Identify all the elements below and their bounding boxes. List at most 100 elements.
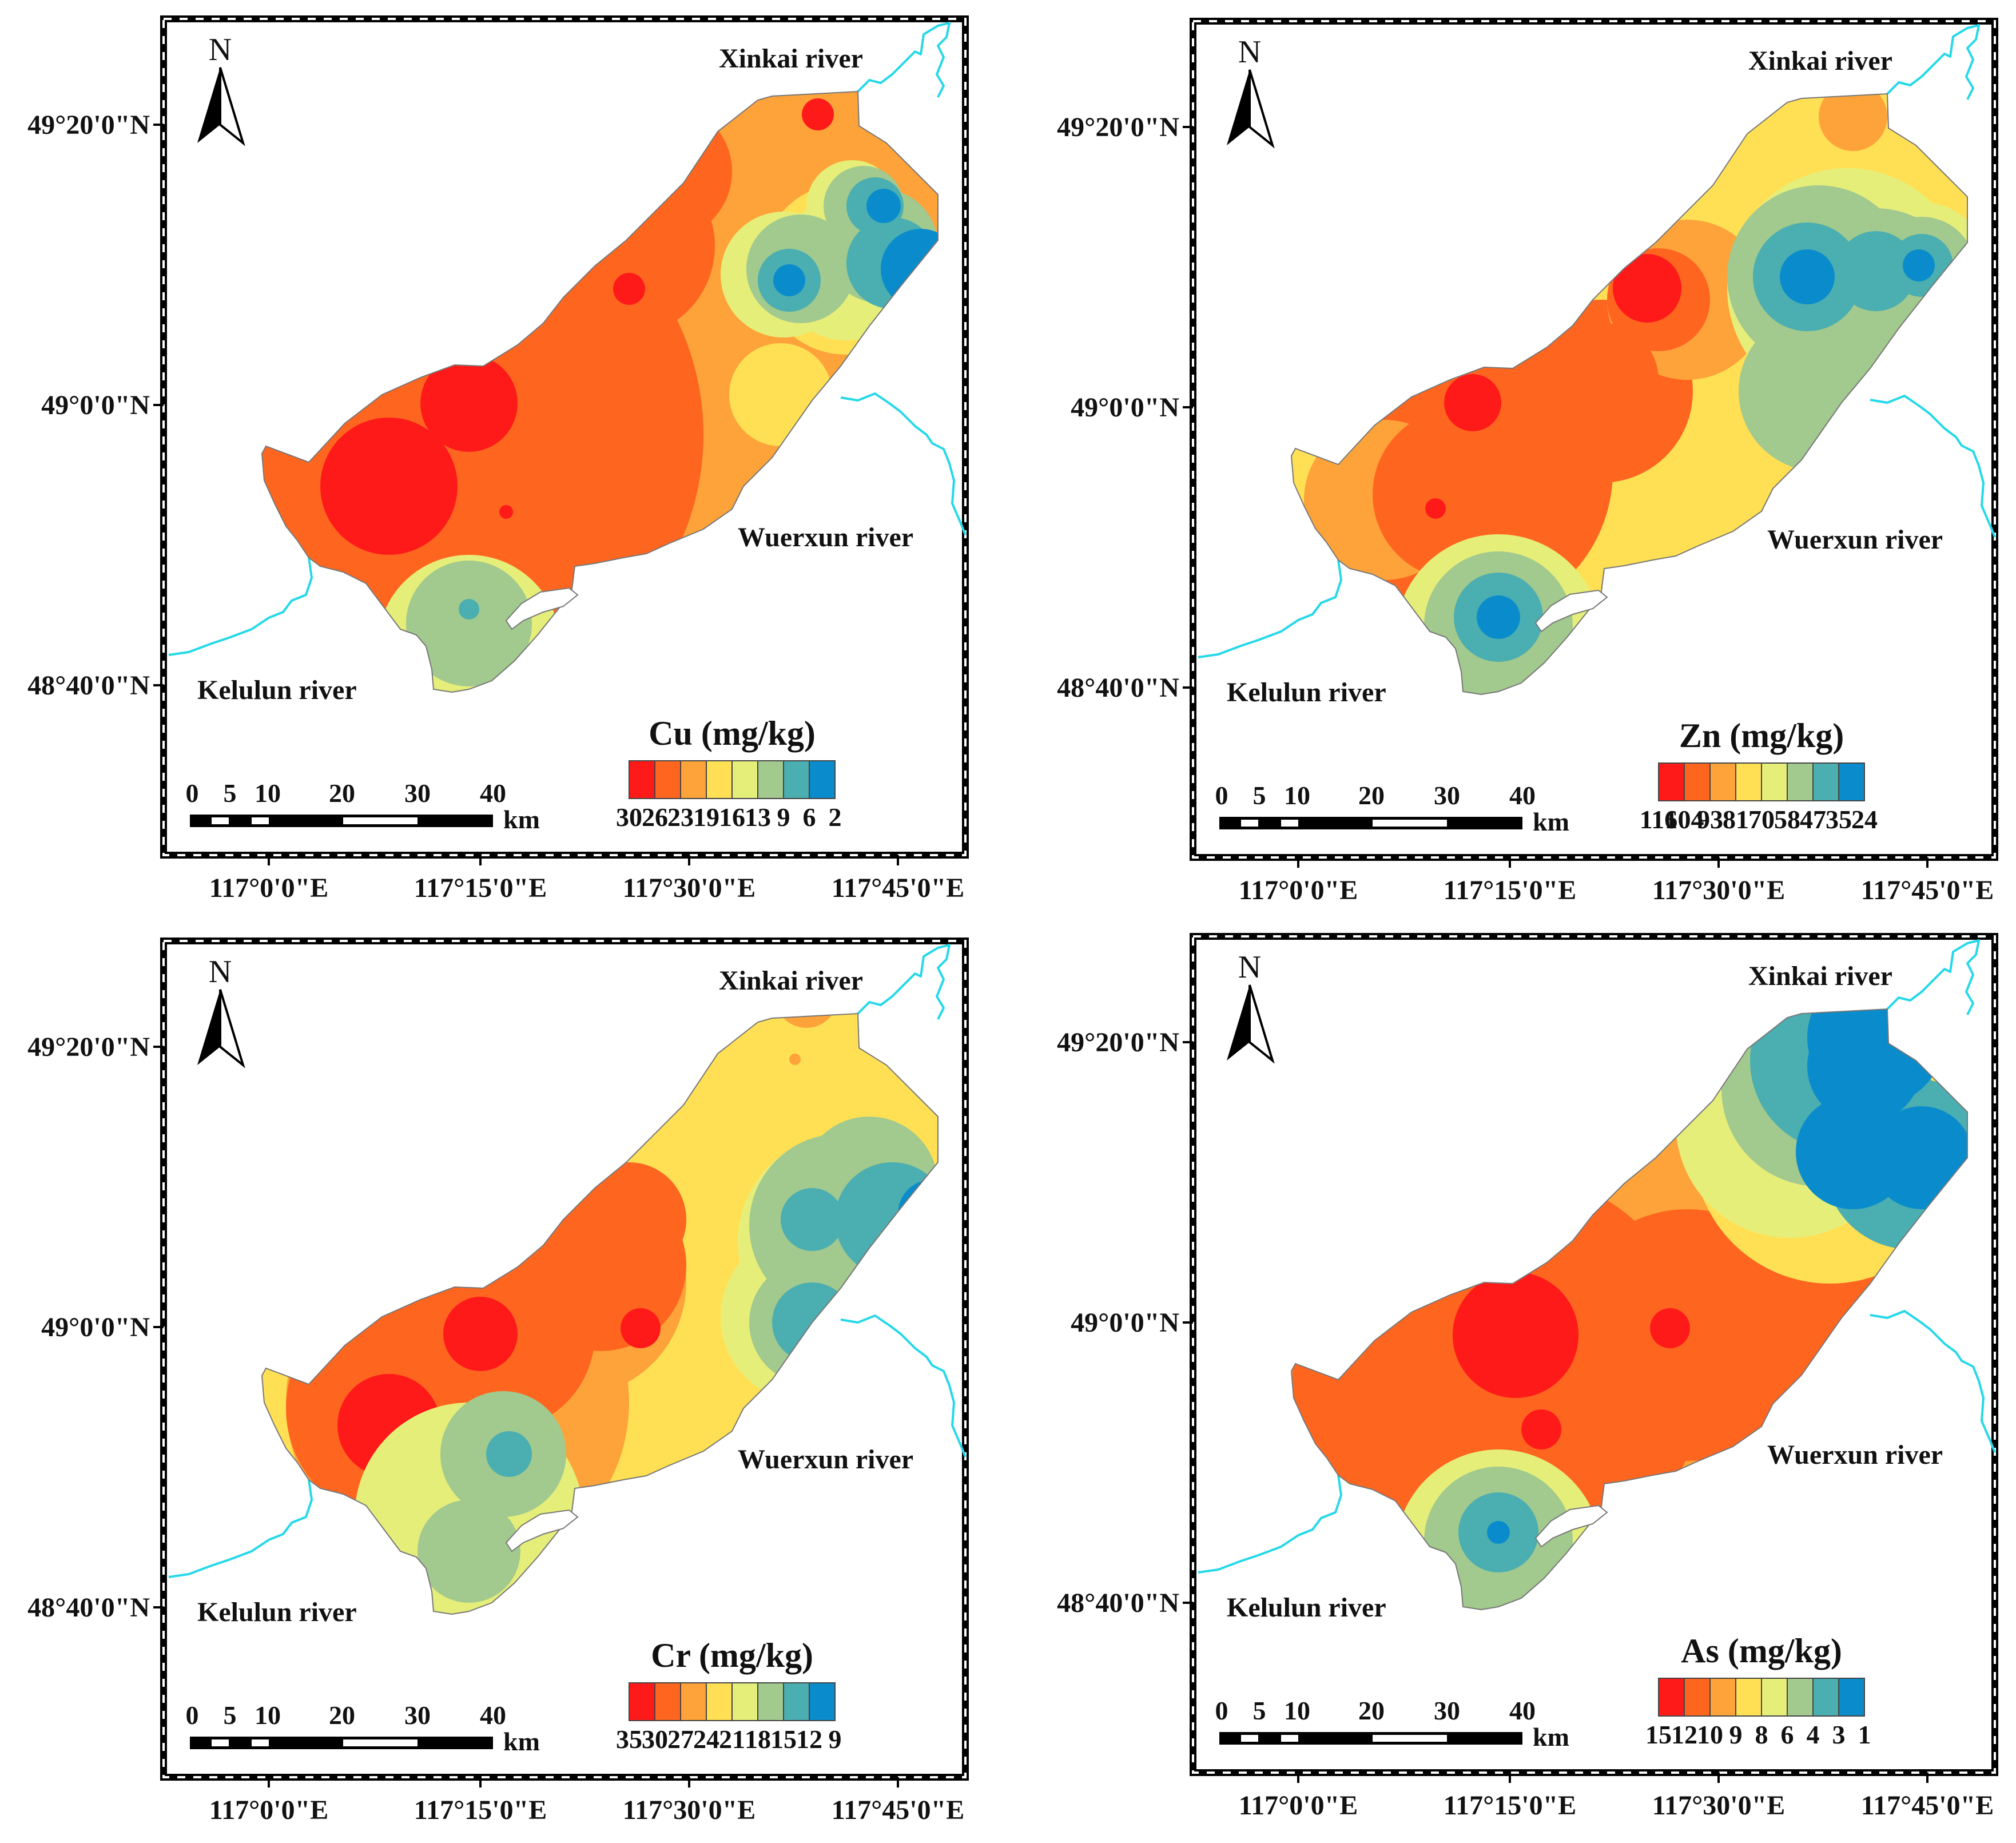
legend-swatch [1812, 762, 1839, 801]
legend-swatch [654, 760, 681, 799]
scale-tick: 40 [1509, 781, 1536, 810]
wuerxun-river-line [840, 1314, 967, 1457]
concentration-band [320, 418, 458, 555]
legend-break-label: 13 [745, 803, 771, 832]
scale-tick: 10 [255, 1701, 281, 1730]
wuerxun-river-line [1870, 1310, 1996, 1453]
concentration-band [866, 189, 901, 223]
xinkai-river-label: Xinkai river [1748, 961, 1892, 991]
map-svg: 49°20'0"N 49°0'0"N 48°40'0"N 117°0'0"E 1… [27, 15, 969, 903]
legend-break-label: 35 [616, 1725, 642, 1754]
xinkai-river-line [857, 944, 951, 1020]
legend-break-label: 2 [829, 803, 842, 832]
north-arrow-right-icon [219, 989, 245, 1069]
concentration-band [613, 273, 645, 305]
kelulun-river-label: Kelulun river [1227, 1592, 1386, 1623]
longitude-axis: 117°0'0"E 117°15'0"E 117°30'0"E 117°45'0… [209, 1777, 965, 1825]
legend-break-label: 26 [642, 803, 668, 832]
scale-tick: 0 [1215, 1696, 1228, 1725]
legend-swatch [731, 1682, 758, 1721]
scale-tick: 30 [404, 778, 431, 808]
north-arrow-left-icon [197, 67, 220, 143]
legend: Cu (mg/kg) 30 26 23 19 16 13 9 6 2 [616, 714, 842, 832]
concentration-band [486, 1431, 532, 1477]
lake-notch [1534, 1504, 1608, 1548]
lake-notch [505, 587, 579, 630]
lon-label: 117°15'0"E [1444, 875, 1577, 905]
legend-swatch [706, 1682, 733, 1721]
legend-break-label: 6 [1781, 1720, 1794, 1749]
lon-label: 117°30'0"E [623, 1795, 756, 1825]
concentration-band [1453, 1272, 1578, 1398]
river-lines [1198, 24, 1996, 658]
north-arrow-right-icon [219, 67, 245, 146]
concentration-band [1544, 323, 1659, 437]
legend-break-label: 4 [1807, 1720, 1820, 1749]
study-area-outline [1290, 93, 1968, 696]
concentration-band [406, 561, 532, 686]
wuerxun-river-line [840, 392, 967, 535]
lon-label: 117°30'0"E [1652, 875, 1786, 905]
concentration-band [443, 1297, 518, 1371]
map-frame-pattern [1192, 20, 1996, 859]
legend-break-label: 104 [1665, 805, 1704, 834]
lon-label: 117°45'0"E [832, 1795, 965, 1825]
river-lines [168, 944, 967, 1578]
xinkai-river-label: Xinkai river [719, 966, 863, 996]
lon-label: 117°45'0"E [832, 873, 965, 903]
lon-label: 117°0'0"E [209, 1795, 329, 1825]
lon-label: 117°0'0"E [209, 873, 329, 903]
lon-label: 117°30'0"E [1652, 1790, 1786, 1821]
legend-title: Cr (mg/kg) [651, 1637, 813, 1674]
lat-label: 48°40'0"N [1057, 1588, 1179, 1618]
scale-unit: km [503, 1727, 540, 1756]
legend-swatch [1787, 762, 1814, 801]
legend-swatch [757, 760, 784, 799]
legend-swatch [1812, 1678, 1839, 1717]
north-label: N [1238, 34, 1261, 70]
lon-label: 117°30'0"E [623, 873, 756, 903]
lat-label: 49°20'0"N [1057, 1027, 1179, 1058]
concentration-band [1903, 249, 1935, 281]
legend-title: Cu (mg/kg) [649, 714, 816, 752]
map-svg: 49°20'0"N 49°0'0"N 48°40'0"N 117°0'0"E 1… [27, 938, 969, 1825]
legend-swatch [1709, 1678, 1736, 1717]
study-area-outline [1290, 1008, 1968, 1611]
legend-swatch [706, 760, 733, 799]
north-arrow-left-icon [1227, 985, 1250, 1060]
lat-label: 48°40'0"N [1057, 673, 1179, 703]
legend-break-label: 9 [1729, 1720, 1743, 1749]
legend-break-label: 10 [1697, 1720, 1723, 1749]
scale-tick: 20 [329, 1701, 355, 1730]
scale-bar: 0 5 10 20 30 40 km [1215, 781, 1569, 836]
scale-tick: 20 [329, 778, 355, 808]
scale-bar: 0 5 10 20 30 40 km [186, 1701, 540, 1756]
legend-break-label: 30 [642, 1725, 668, 1754]
north-arrow-left-icon [1227, 70, 1250, 145]
scale-tick: 5 [1253, 781, 1266, 810]
concentration-band [789, 1054, 801, 1065]
scale-tick: 40 [480, 778, 506, 808]
scale-tick: 0 [186, 1701, 199, 1730]
wuerxun-river-label: Wuerxun river [738, 522, 913, 553]
concentration-band [1425, 498, 1446, 519]
legend-swatch [1709, 762, 1736, 801]
legend-swatch [1787, 1678, 1814, 1717]
xinkai-river-line [857, 22, 951, 98]
map-panel-3: 49°20'0"N 49°0'0"N 48°40'0"N 117°0'0"E 1… [0, 922, 1007, 1843]
north-arrow-right-icon [1248, 984, 1275, 1064]
lon-label: 117°0'0"E [1239, 1790, 1358, 1821]
concentration-band [1613, 254, 1681, 323]
lat-label: 49°0'0"N [1071, 392, 1179, 423]
legend-break-label: 16 [719, 803, 745, 832]
longitude-axis: 117°0'0"E 117°15'0"E 117°30'0"E 117°45'0… [209, 855, 965, 903]
kelulun-river-line [1198, 1475, 1342, 1574]
xinkai-river-line [1886, 24, 1980, 100]
legend: As (mg/kg) 15 12 10 9 8 6 4 3 1 [1645, 1632, 1871, 1749]
lon-label: 117°45'0"E [1861, 875, 1994, 905]
legend-swatch [629, 760, 655, 799]
lat-label: 49°20'0"N [27, 1032, 150, 1062]
kelulun-river-line [168, 557, 313, 656]
concentration-band [420, 355, 518, 452]
concentration-band [459, 599, 479, 619]
